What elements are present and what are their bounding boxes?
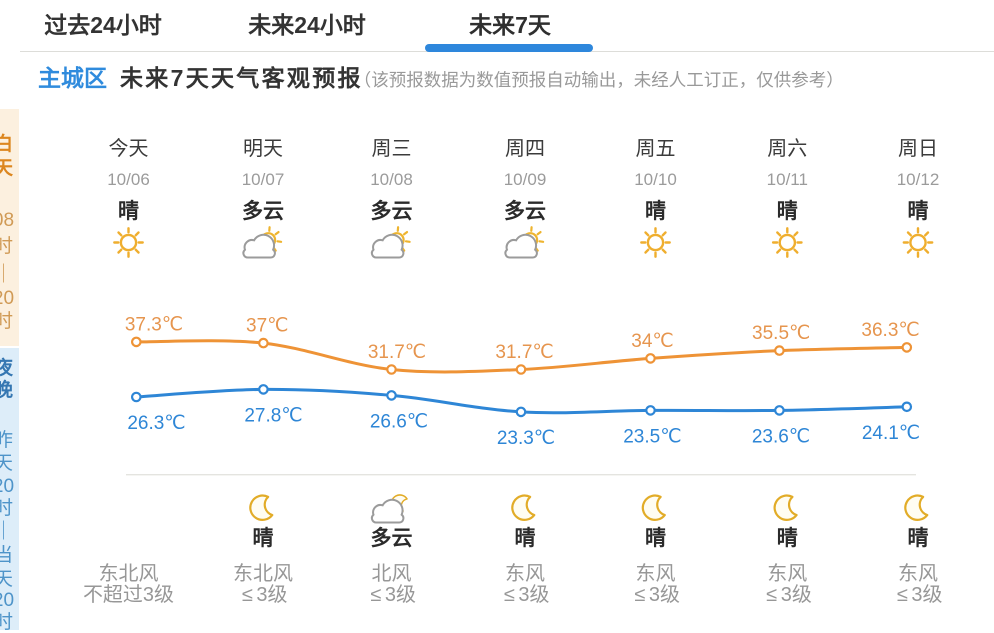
svg-text:31.7℃: 31.7℃: [495, 342, 553, 363]
svg-text:37℃: 37℃: [246, 316, 288, 337]
svg-text:26.3℃: 26.3℃: [127, 413, 185, 434]
svg-text:23.5℃: 23.5℃: [623, 426, 681, 447]
svg-text:31.7℃: 31.7℃: [368, 342, 426, 363]
svg-text:23.3℃: 23.3℃: [497, 428, 555, 449]
svg-text:23.6℃: 23.6℃: [752, 426, 810, 447]
svg-text:36.3℃: 36.3℃: [861, 320, 919, 341]
svg-text:37.3℃: 37.3℃: [125, 314, 183, 335]
svg-text:34℃: 34℃: [631, 331, 673, 352]
svg-text:27.8℃: 27.8℃: [244, 405, 302, 426]
svg-text:35.5℃: 35.5℃: [752, 323, 810, 344]
svg-text:24.1℃: 24.1℃: [862, 423, 920, 444]
svg-text:26.6℃: 26.6℃: [370, 411, 428, 432]
